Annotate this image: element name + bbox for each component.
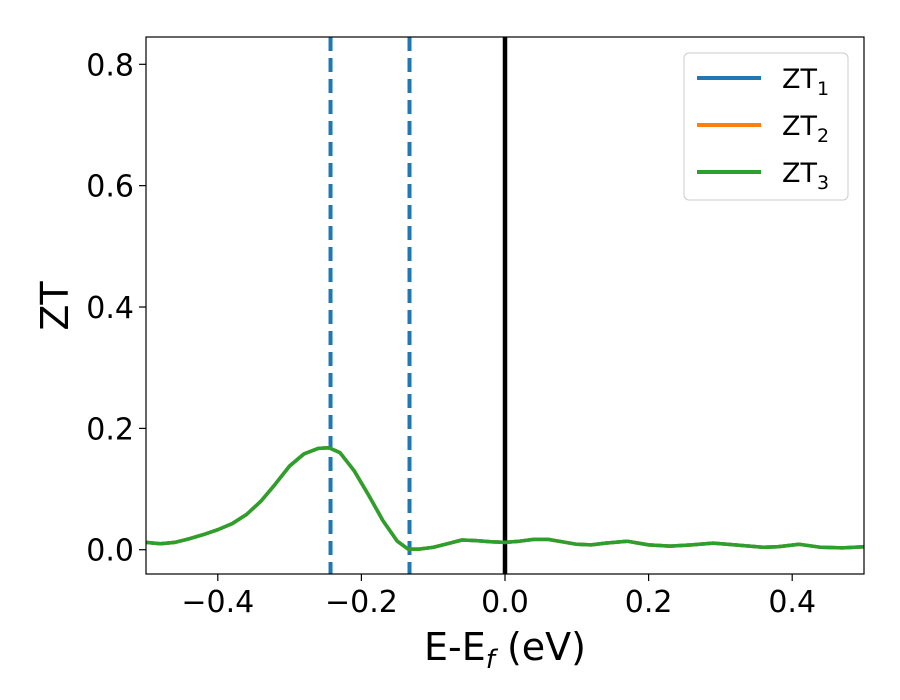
x-axis: −0.4 −0.2 0.0 0.2 0.4 bbox=[181, 574, 816, 620]
reference-lines bbox=[328, 37, 508, 574]
legend-label-3: ZT3 bbox=[782, 158, 829, 194]
legend-label-2: ZT2 bbox=[782, 111, 829, 147]
x-tick-label: 0.2 bbox=[625, 585, 673, 620]
y-tick-label: 0.2 bbox=[86, 412, 134, 447]
legend: ZT1 ZT2 ZT3 bbox=[683, 52, 849, 201]
x-tick-label: 0.0 bbox=[481, 585, 529, 620]
legend-box bbox=[683, 52, 849, 201]
y-tick-label: 0.0 bbox=[86, 534, 134, 569]
y-axis: 0.0 0.2 0.4 0.6 0.8 bbox=[86, 48, 146, 569]
legend-label-1: ZT1 bbox=[782, 64, 829, 100]
x-axis-title-main: E-E bbox=[424, 625, 486, 669]
y-tick-label: 0.6 bbox=[86, 170, 134, 205]
y-tick-label: 0.4 bbox=[86, 291, 134, 326]
x-tick-label: −0.4 bbox=[181, 585, 254, 620]
y-axis-title: ZT bbox=[33, 281, 77, 331]
legend-items: ZT1 ZT2 ZT3 bbox=[697, 64, 829, 194]
x-axis-title-unit: (eV) bbox=[507, 625, 586, 669]
y-tick-label: 0.8 bbox=[86, 48, 134, 83]
series-lines bbox=[146, 446, 864, 551]
series-line-3 bbox=[146, 446, 864, 551]
x-tick-label: −0.2 bbox=[325, 585, 398, 620]
x-axis-title: E-Ef (eV) bbox=[424, 625, 586, 675]
x-tick-label: 0.4 bbox=[768, 585, 816, 620]
x-axis-title-spacer bbox=[495, 625, 507, 669]
